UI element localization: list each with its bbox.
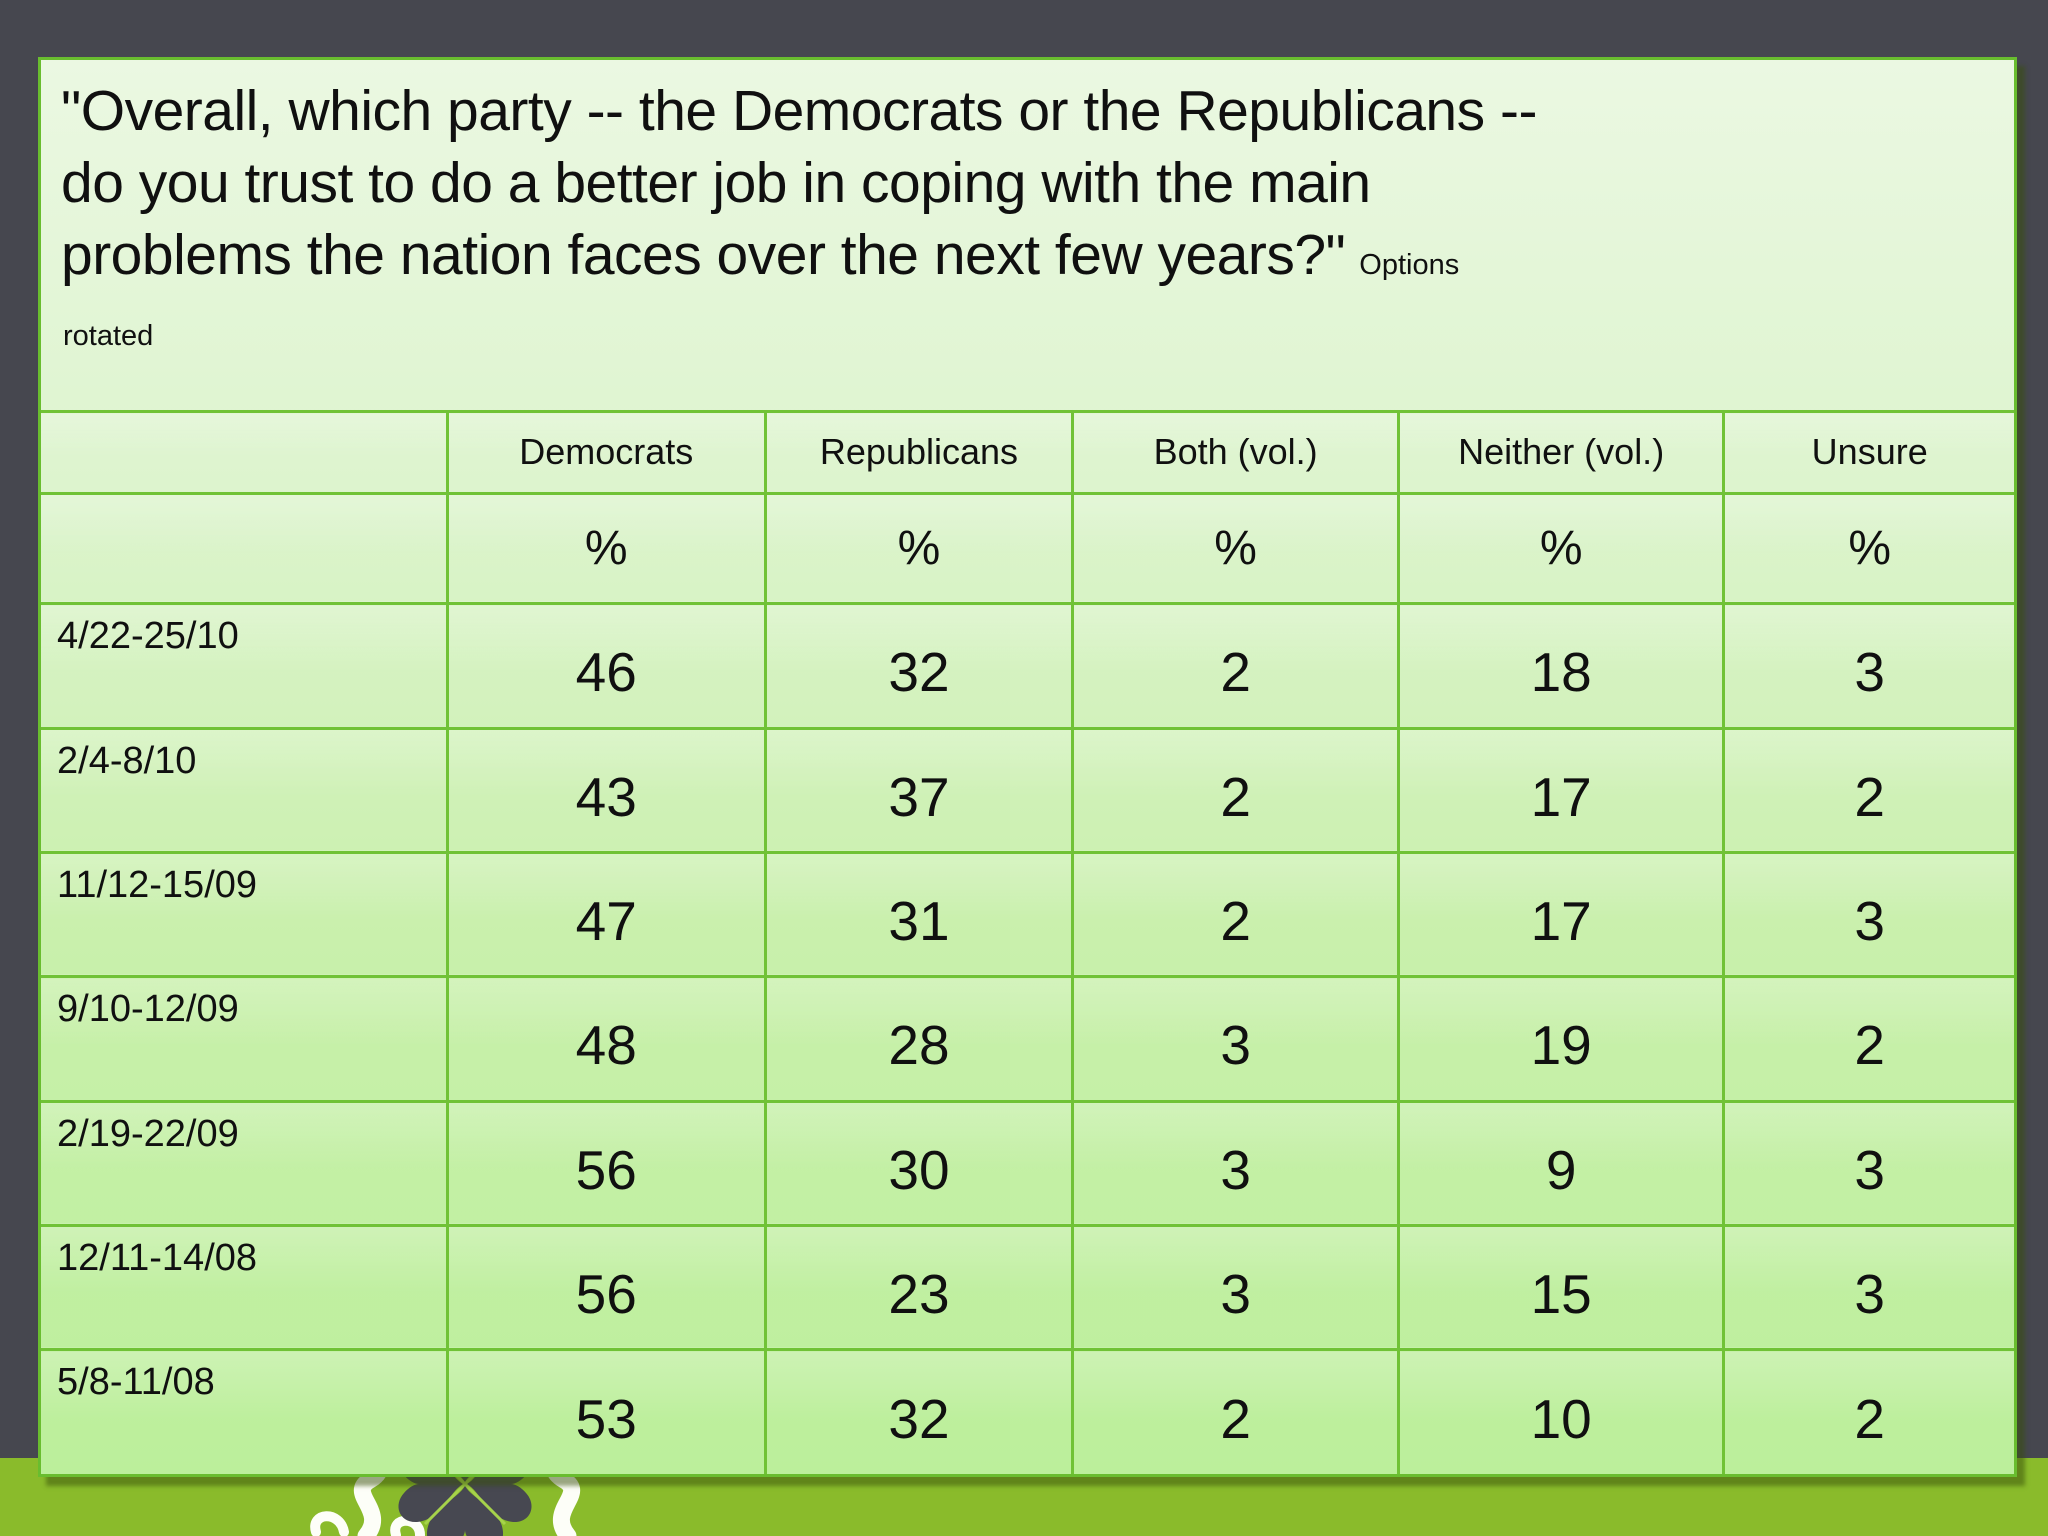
- value-cell: 3: [1722, 1223, 2014, 1352]
- value-cell: 48: [445, 975, 767, 1103]
- value-cell: 56: [445, 1223, 767, 1352]
- value-cell: 2: [1071, 602, 1400, 730]
- table-row: 9/10-12/09 48 28 3 19 2: [41, 975, 2014, 1103]
- poll-date: 2/19-22/09: [41, 1099, 449, 1227]
- column-header: Republicans: [763, 410, 1075, 495]
- slide: "Overall, which party -- the Democrats o…: [38, 57, 2017, 1477]
- poll-results-table: Democrats Republicans Both (vol.) Neithe…: [41, 410, 2014, 1474]
- table-row: 12/11-14/08 56 23 3 15 3: [41, 1223, 2014, 1352]
- value-cell: 3: [1722, 602, 2014, 730]
- value-cell: 3: [1722, 1099, 2014, 1227]
- table-row: 2/19-22/09 56 30 3 9 3: [41, 1099, 2014, 1227]
- poll-date: 5/8-11/08: [41, 1348, 449, 1474]
- unit-cell: %: [1396, 491, 1726, 606]
- value-cell: 3: [1071, 1099, 1400, 1227]
- poll-question-line: do you trust to do a better job in copin…: [61, 150, 1371, 215]
- value-cell: 37: [763, 726, 1075, 854]
- value-cell: 3: [1722, 850, 2014, 979]
- unit-cell: %: [763, 491, 1075, 606]
- value-cell: 31: [763, 850, 1075, 979]
- table-row: 4/22-25/10 46 32 2 18 3: [41, 602, 2014, 730]
- value-cell: 56: [445, 1099, 767, 1227]
- unit-cell: %: [445, 491, 767, 606]
- value-cell: 53: [445, 1348, 767, 1474]
- value-cell: 47: [445, 850, 767, 979]
- poll-question-note: Options: [1359, 248, 1460, 281]
- poll-question-line: problems the nation faces over the next …: [61, 222, 1346, 287]
- unit-row: % % % % %: [41, 491, 2014, 606]
- poll-question-line: "Overall, which party -- the Democrats o…: [61, 79, 1537, 143]
- value-cell: 32: [763, 602, 1075, 730]
- unit-cell: %: [1722, 491, 2014, 606]
- poll-date: 11/12-15/09: [41, 850, 449, 979]
- value-cell: 2: [1071, 850, 1400, 979]
- poll-date: 9/10-12/09: [41, 975, 449, 1103]
- unit-cell: %: [1071, 491, 1400, 606]
- value-cell: 19: [1396, 975, 1726, 1103]
- value-cell: 46: [445, 602, 767, 730]
- value-cell: 17: [1396, 726, 1726, 854]
- poll-date: 12/11-14/08: [41, 1223, 449, 1352]
- corner-cell: [41, 491, 449, 606]
- poll-question-note: rotated: [63, 320, 154, 353]
- value-cell: 2: [1071, 726, 1400, 854]
- poll-question: "Overall, which party -- the Democrats o…: [41, 60, 2014, 410]
- value-cell: 17: [1396, 850, 1726, 979]
- value-cell: 18: [1396, 602, 1726, 730]
- table-row: 11/12-15/09 47 31 2 17 3: [41, 850, 2014, 979]
- corner-cell: [41, 410, 449, 495]
- value-cell: 2: [1722, 726, 2014, 854]
- value-cell: 43: [445, 726, 767, 854]
- value-cell: 10: [1396, 1348, 1726, 1474]
- table-row: 5/8-11/08 53 32 2 10 2: [41, 1348, 2014, 1474]
- value-cell: 15: [1396, 1223, 1726, 1352]
- value-cell: 3: [1071, 1223, 1400, 1352]
- column-header: Democrats: [445, 410, 767, 495]
- poll-date: 2/4-8/10: [41, 726, 449, 854]
- column-header: Neither (vol.): [1396, 410, 1726, 495]
- value-cell: 2: [1071, 1348, 1400, 1474]
- value-cell: 3: [1071, 975, 1400, 1103]
- table-row: 2/4-8/10 43 37 2 17 2: [41, 726, 2014, 854]
- value-cell: 23: [763, 1223, 1075, 1352]
- value-cell: 30: [763, 1099, 1075, 1227]
- column-header: Unsure: [1722, 410, 2014, 495]
- value-cell: 32: [763, 1348, 1075, 1474]
- value-cell: 2: [1722, 975, 2014, 1103]
- value-cell: 2: [1722, 1348, 2014, 1474]
- column-header: Both (vol.): [1071, 410, 1400, 495]
- poll-date: 4/22-25/10: [41, 602, 449, 730]
- value-cell: 9: [1396, 1099, 1726, 1227]
- table-header-row: Democrats Republicans Both (vol.) Neithe…: [41, 410, 2014, 495]
- value-cell: 28: [763, 975, 1075, 1103]
